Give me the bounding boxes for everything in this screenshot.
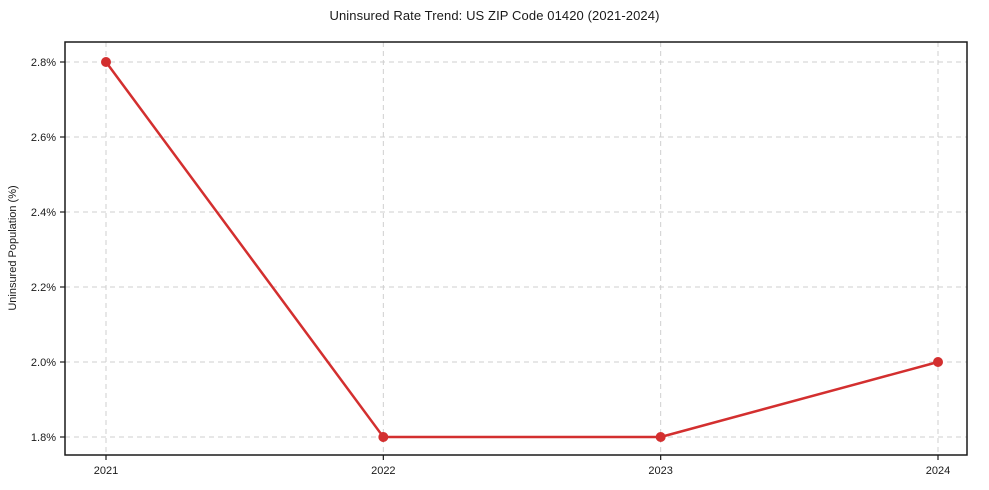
data-point-marker xyxy=(655,432,666,442)
data-point-marker xyxy=(378,432,389,442)
y-tick-label: 2.8% xyxy=(31,57,56,69)
data-point-marker xyxy=(101,57,111,67)
data-line xyxy=(104,60,940,439)
y-tick-label: 2.4% xyxy=(31,207,56,219)
y-tick-label: 2.2% xyxy=(31,282,56,294)
y-tick-label: 2.0% xyxy=(31,357,56,369)
y-axis-label: Uninsured Population (%) xyxy=(7,185,19,311)
data-point-marker xyxy=(933,357,943,367)
y-tick-label: 1.8% xyxy=(31,432,56,444)
y-tick-label: 2.6% xyxy=(31,132,56,144)
x-tick-label: 2023 xyxy=(648,465,672,477)
chart-title: Uninsured Rate Trend: US ZIP Code 01420 … xyxy=(329,8,660,23)
x-tick-label: 2021 xyxy=(94,465,118,477)
x-tick-label: 2024 xyxy=(926,465,950,477)
x-tick-label: 2022 xyxy=(371,465,395,477)
plot-border xyxy=(64,41,968,456)
